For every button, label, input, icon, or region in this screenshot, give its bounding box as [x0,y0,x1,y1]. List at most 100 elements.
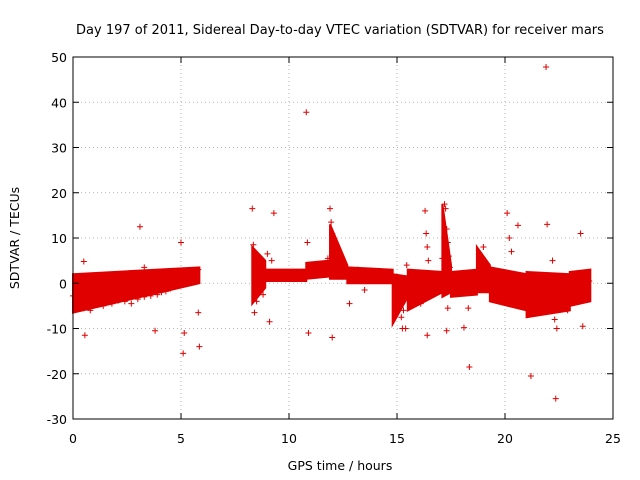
data-point [251,309,258,316]
data-point [372,268,379,275]
data-point [527,373,534,380]
data-point [156,280,163,287]
data-point [95,275,102,282]
data-point [497,287,504,294]
data-point [268,257,275,264]
data-point [74,273,81,280]
data-point [162,288,169,295]
data-point [465,305,472,312]
data-point [441,201,448,208]
data-point [359,268,366,275]
data-point [160,277,167,284]
data-point [340,264,346,271]
data-point [424,244,431,251]
data-point [335,257,342,264]
data-point [141,264,148,271]
data-point [316,262,323,269]
data-point [111,284,118,291]
data-point [158,289,165,296]
y-tick-label: 40 [51,95,67,110]
data-point [190,273,197,280]
data-point [149,282,156,289]
data-points [70,63,593,402]
data-point [330,239,337,246]
data-point [584,293,591,300]
data-point [277,273,284,280]
data-point [424,332,431,339]
data-band [488,266,528,312]
data-point [568,298,575,305]
data-point [467,275,474,282]
data-point [126,277,133,284]
data-point [169,275,176,282]
data-point [577,230,584,237]
data-point [117,285,124,292]
data-point [381,273,388,280]
data-point [460,324,467,331]
data-point [514,222,521,229]
y-tick-label: -20 [47,367,67,382]
data-point [298,272,305,279]
data-point [175,282,182,289]
data-point [448,284,454,291]
data-point [396,298,403,305]
data-point [419,289,426,296]
data-point [480,244,487,251]
y-tick-label: 0 [59,276,67,291]
y-tick-label: 20 [51,186,67,201]
data-point [93,298,100,305]
x-axis-label: GPS time / hours [288,458,393,473]
data-point [132,274,139,281]
data-point [81,332,88,339]
data-point [182,279,189,286]
data-point [538,284,545,291]
data-point [91,277,98,284]
data-point [556,293,562,300]
data-point [517,298,524,305]
data-point [506,235,513,241]
data-point [119,275,126,282]
data-band [406,268,444,313]
data-point [98,291,105,298]
data-point [281,271,288,278]
grid [73,57,613,419]
data-point [82,287,89,294]
data-point [130,287,137,294]
data-point [581,271,588,278]
data-point [530,293,537,300]
data-point [165,276,172,283]
x-tick-label: 25 [605,431,621,446]
data-point [411,277,418,284]
data-point [404,289,411,296]
data-point [428,280,435,287]
data-point [154,291,161,298]
x-tick-label: 5 [177,431,185,446]
data-point [290,273,297,280]
data-point [255,253,262,260]
data-point [425,257,432,264]
data-point [417,300,424,307]
data-point [134,296,141,303]
data-point [327,205,334,212]
data-point [181,330,188,337]
data-point [136,223,143,230]
chart-title: Day 197 of 2011, Sidereal Day-to-day VTE… [76,23,604,38]
data-point [152,268,159,275]
data-point [113,276,120,283]
data-point [534,302,541,309]
data-point [552,395,559,402]
data-point [329,334,336,341]
data-point [333,253,340,260]
data-point [586,277,593,284]
data-point [445,253,452,260]
data-point [294,270,301,277]
data-point [510,293,517,300]
data-point [344,271,351,278]
data-point [444,239,451,246]
data-point [579,323,586,330]
data-point [178,239,184,246]
y-tick-labels: -30 -20 -10 0 10 20 30 40 50 [47,50,67,427]
x-tick-label: 15 [389,431,405,446]
data-point [553,325,560,332]
